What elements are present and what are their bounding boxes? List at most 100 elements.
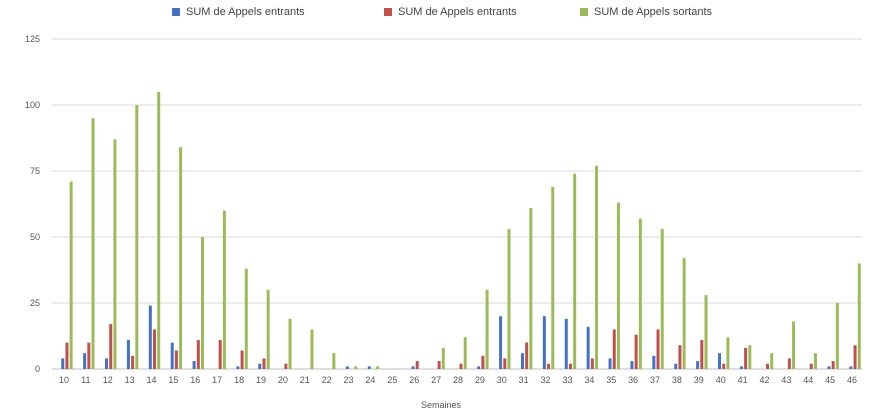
bar-3-36 [638, 218, 642, 369]
x-tick-label: 36 [628, 375, 638, 385]
bar-3-15 [179, 147, 183, 369]
bar-1-36 [630, 361, 634, 369]
bar-3-24 [376, 366, 380, 369]
bar-3-32 [551, 186, 555, 369]
bar-3-12 [113, 139, 117, 369]
x-tick-label: 27 [431, 375, 441, 385]
bar-3-39 [704, 295, 708, 369]
bar-2-40 [722, 363, 726, 369]
bar-3-11 [91, 118, 95, 369]
legend-item-1: SUM de Appels entrants [172, 6, 305, 18]
x-tick-label: 33 [562, 375, 572, 385]
bar-2-39 [700, 339, 704, 369]
bar-2-19 [262, 358, 266, 369]
bar-2-18 [240, 350, 244, 369]
bar-2-45 [831, 361, 835, 369]
bar-2-42 [765, 363, 769, 369]
x-tick-label: 45 [825, 375, 835, 385]
bar-3-13 [135, 105, 139, 369]
bar-3-22 [332, 353, 336, 369]
x-tick-label: 14 [147, 375, 157, 385]
x-tick-label: 18 [234, 375, 244, 385]
bar-2-43 [787, 358, 791, 369]
bar-1-19 [258, 363, 262, 369]
y-tick-label: 0 [35, 364, 40, 374]
x-tick-label: 30 [497, 375, 507, 385]
x-tick-label: 37 [650, 375, 660, 385]
bar-1-12 [105, 358, 109, 369]
bar-2-29 [481, 355, 485, 369]
bar-3-27 [441, 347, 445, 369]
x-tick-label: 29 [475, 375, 485, 385]
bar-2-35 [612, 329, 616, 369]
bar-2-12 [109, 324, 113, 369]
bar-3-18 [244, 268, 248, 369]
bar-3-37 [660, 229, 664, 369]
bar-2-17 [218, 339, 222, 369]
bar-2-15 [174, 350, 178, 369]
bar-2-30 [503, 358, 507, 369]
legend-swatch-2 [384, 8, 392, 16]
legend-swatch-3 [580, 8, 588, 16]
bar-3-34 [595, 165, 599, 369]
bar-1-10 [61, 358, 65, 369]
bar-3-19 [266, 289, 270, 369]
bar-2-20 [284, 363, 288, 369]
bar-1-26 [411, 366, 415, 369]
bar-2-26 [415, 361, 419, 369]
x-tick-label: 44 [803, 375, 813, 385]
bar-1-32 [542, 316, 546, 369]
bar-3-16 [200, 237, 204, 369]
bar-1-39 [696, 361, 700, 369]
bar-2-37 [656, 329, 660, 369]
x-tick-label: 21 [300, 375, 310, 385]
bar-1-37 [652, 355, 656, 369]
x-tick-label: 13 [125, 375, 135, 385]
y-axis-ticks: 0 25 50 75 100 125 [25, 34, 40, 374]
x-tick-label: 19 [256, 375, 266, 385]
x-tick-label: 23 [344, 375, 354, 385]
legend-item-3: SUM de Appels sortants [580, 6, 712, 18]
bar-2-14 [153, 329, 157, 369]
bar-1-24 [367, 366, 371, 369]
x-tick-label: 41 [738, 375, 748, 385]
x-tick-label: 17 [212, 375, 222, 385]
bar-3-31 [529, 207, 533, 369]
bar-1-29 [477, 366, 481, 369]
x-tick-label: 25 [387, 375, 397, 385]
bar-2-28 [459, 363, 463, 369]
y-tick-label: 75 [30, 166, 40, 176]
legend: SUM de Appels entrants SUM de Appels ent… [0, 6, 882, 22]
y-tick-label: 25 [30, 298, 40, 308]
x-tick-label: 46 [847, 375, 857, 385]
bar-2-13 [131, 355, 135, 369]
bar-2-36 [634, 334, 638, 369]
bar-3-46 [857, 263, 861, 369]
x-tick-label: 32 [541, 375, 551, 385]
bar-3-10 [69, 181, 73, 369]
x-tick-label: 42 [759, 375, 769, 385]
bar-1-33 [564, 318, 568, 369]
bar-3-20 [288, 318, 292, 369]
bar-3-40 [726, 337, 730, 369]
bar-1-31 [520, 353, 524, 369]
bar-1-13 [126, 339, 130, 369]
bar-1-35 [608, 358, 612, 369]
bar-3-42 [770, 353, 774, 369]
bar-1-15 [170, 342, 174, 369]
bar-2-16 [196, 339, 200, 369]
bar-3-28 [463, 337, 467, 369]
bar-1-30 [499, 316, 503, 369]
x-axis-label: Semaines [420, 400, 462, 410]
bar-1-14 [148, 305, 152, 369]
bar-3-14 [157, 91, 161, 370]
bar-1-45 [827, 366, 831, 369]
x-tick-label: 38 [672, 375, 682, 385]
legend-label-3: SUM de Appels sortants [594, 6, 713, 18]
bar-1-41 [739, 366, 743, 369]
bar-2-38 [678, 345, 682, 369]
bar-3-43 [792, 321, 796, 369]
bar-3-21 [310, 329, 314, 369]
bar-2-44 [809, 363, 813, 369]
bar-3-41 [748, 345, 752, 369]
